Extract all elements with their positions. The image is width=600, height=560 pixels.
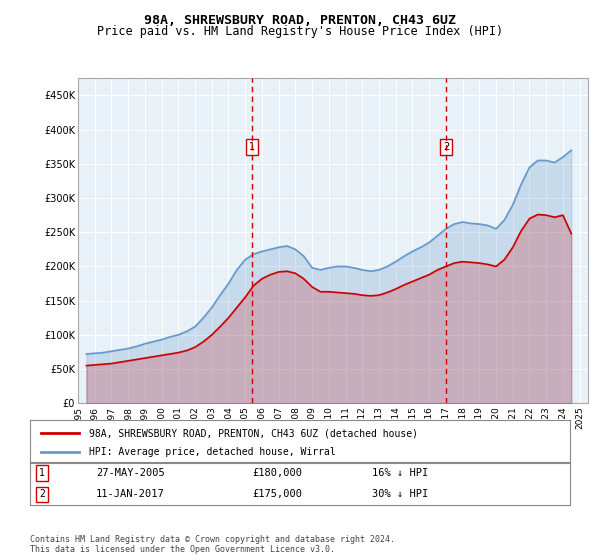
Text: 1: 1 <box>39 468 45 478</box>
Text: £180,000: £180,000 <box>252 468 302 478</box>
Text: 98A, SHREWSBURY ROAD, PRENTON, CH43 6UZ: 98A, SHREWSBURY ROAD, PRENTON, CH43 6UZ <box>144 14 456 27</box>
Text: 98A, SHREWSBURY ROAD, PRENTON, CH43 6UZ (detached house): 98A, SHREWSBURY ROAD, PRENTON, CH43 6UZ … <box>89 428 418 438</box>
Text: £175,000: £175,000 <box>252 489 302 500</box>
Text: 1: 1 <box>249 142 255 152</box>
Text: HPI: Average price, detached house, Wirral: HPI: Average price, detached house, Wirr… <box>89 447 336 458</box>
Text: Price paid vs. HM Land Registry's House Price Index (HPI): Price paid vs. HM Land Registry's House … <box>97 25 503 38</box>
Text: 30% ↓ HPI: 30% ↓ HPI <box>372 489 428 500</box>
Text: 27-MAY-2005: 27-MAY-2005 <box>96 468 165 478</box>
Text: 2: 2 <box>39 489 45 500</box>
Text: Contains HM Land Registry data © Crown copyright and database right 2024.
This d: Contains HM Land Registry data © Crown c… <box>30 535 395 554</box>
Text: 16% ↓ HPI: 16% ↓ HPI <box>372 468 428 478</box>
Text: 2: 2 <box>443 142 449 152</box>
Text: 11-JAN-2017: 11-JAN-2017 <box>96 489 165 500</box>
